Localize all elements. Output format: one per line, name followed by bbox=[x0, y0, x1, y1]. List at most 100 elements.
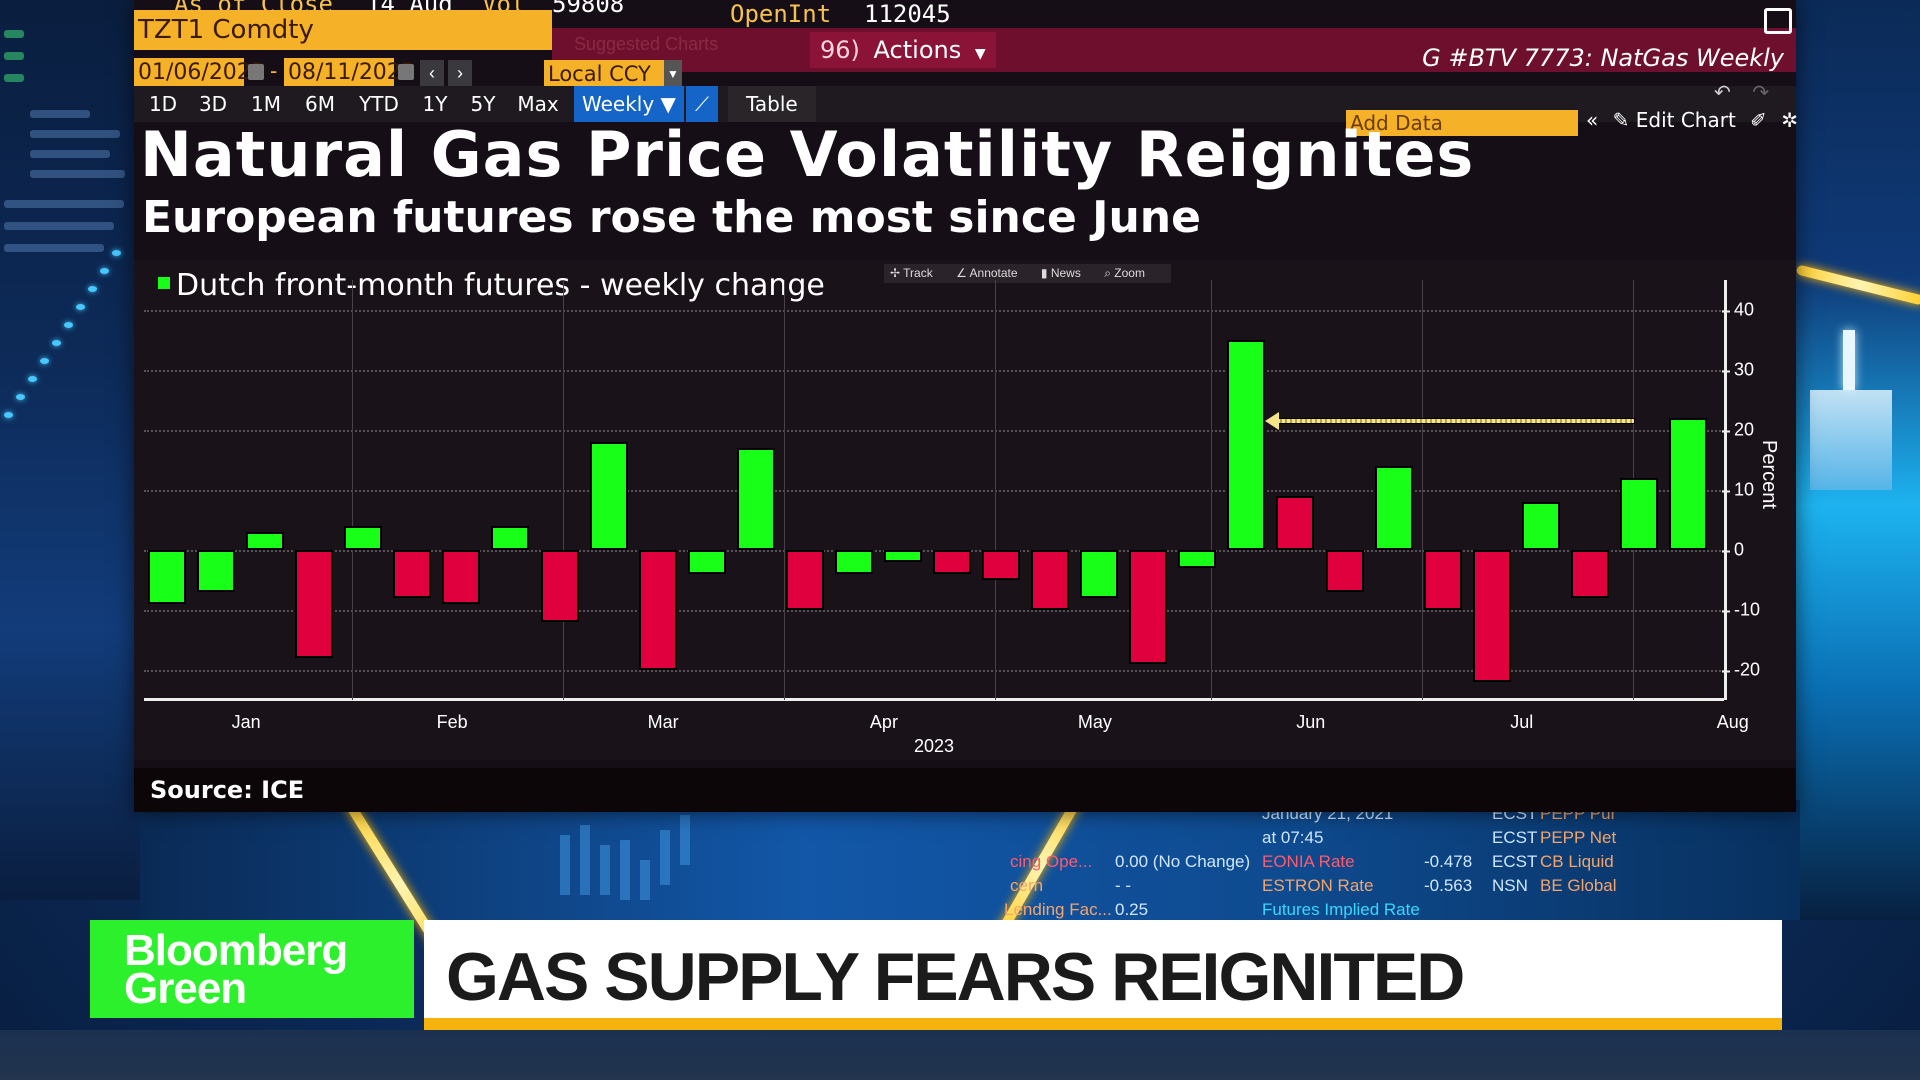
actions-menu-button[interactable]: 96) Actions ▼ bbox=[810, 32, 996, 68]
gridline bbox=[1210, 280, 1212, 700]
bar[interactable] bbox=[1668, 418, 1707, 550]
calendar-icon[interactable] bbox=[248, 64, 264, 80]
bar[interactable] bbox=[1031, 550, 1070, 610]
x-tick-label: Feb bbox=[436, 712, 468, 732]
gridline bbox=[144, 370, 1724, 372]
bar[interactable] bbox=[1129, 550, 1168, 664]
bg-rate-label: EONIA Rate bbox=[1262, 852, 1355, 871]
collapse-icon[interactable]: « bbox=[1586, 108, 1599, 132]
range-6m-button[interactable]: 6M bbox=[305, 92, 335, 116]
gridline bbox=[352, 280, 354, 700]
next-period-button[interactable]: › bbox=[448, 60, 472, 86]
x-tick-label: Jul bbox=[1510, 712, 1534, 732]
zoom-tool[interactable]: ⌕ Zoom bbox=[1104, 266, 1145, 280]
studio-floor bbox=[0, 1030, 1920, 1080]
start-date-field[interactable]: 01/06/2023 bbox=[134, 58, 265, 88]
bloomberg-green-logo: Bloomberg Green bbox=[90, 920, 414, 1018]
bar[interactable] bbox=[982, 550, 1021, 580]
periodicity-label: Weekly bbox=[582, 92, 655, 116]
annotate-tool[interactable]: ∠ Annotate bbox=[956, 266, 1018, 280]
decorative-candlesticks bbox=[560, 815, 760, 915]
y-tick-label: 40 bbox=[1734, 299, 1755, 320]
bar[interactable] bbox=[295, 550, 334, 658]
bar[interactable] bbox=[1570, 550, 1609, 598]
bar[interactable] bbox=[589, 442, 628, 550]
bg-row-label: Lending Fac... bbox=[1004, 900, 1112, 919]
x-tick-label: May bbox=[1077, 712, 1112, 732]
annotation-arrow bbox=[1276, 418, 1635, 424]
headline: GAS SUPPLY FEARS REIGNITED bbox=[446, 939, 1465, 1015]
bar[interactable] bbox=[442, 550, 481, 604]
bar[interactable] bbox=[1178, 550, 1217, 568]
line-chart-icon[interactable]: ⟋ bbox=[686, 86, 718, 122]
calendar-icon[interactable] bbox=[398, 64, 414, 80]
edit-chart-button[interactable]: Edit Chart bbox=[1635, 108, 1736, 132]
actions-label: Actions bbox=[873, 36, 962, 64]
bar[interactable] bbox=[1619, 478, 1658, 550]
y-axis-label: Percent bbox=[1758, 440, 1780, 509]
track-tool[interactable]: ✢ Track bbox=[890, 266, 933, 280]
bar[interactable] bbox=[638, 550, 677, 670]
table-view-button[interactable]: Table bbox=[728, 86, 816, 122]
range-ytd-button[interactable]: YTD bbox=[359, 92, 399, 116]
window-popout-icon[interactable] bbox=[1764, 8, 1792, 34]
redo-icon[interactable]: ↷ bbox=[1752, 82, 1770, 104]
bar[interactable] bbox=[785, 550, 824, 610]
security-ticker-field[interactable]: TZT1 Comdty bbox=[134, 10, 552, 50]
bar[interactable] bbox=[540, 550, 579, 622]
range-1d-button[interactable]: 1D bbox=[148, 92, 178, 116]
annotate-icon[interactable]: ✐ bbox=[1750, 108, 1767, 132]
bar[interactable] bbox=[393, 550, 432, 598]
bar[interactable] bbox=[1521, 502, 1560, 550]
bar[interactable] bbox=[148, 550, 186, 604]
openint-label: OpenInt bbox=[730, 0, 832, 28]
gear-icon[interactable]: ✲ bbox=[1781, 108, 1799, 132]
bar[interactable] bbox=[197, 550, 236, 592]
bar[interactable] bbox=[687, 550, 726, 574]
chevron-down-icon: ▼ bbox=[660, 92, 676, 116]
bg-source-name: PEPP Net bbox=[1540, 828, 1617, 847]
range-1m-button[interactable]: 1M bbox=[251, 92, 281, 116]
bar[interactable] bbox=[1374, 466, 1413, 550]
bar[interactable] bbox=[344, 526, 383, 550]
plot-area[interactable]: Percent 40 30 20 10 0 -10 -20 Jan Feb Mar Apr May Ju… bbox=[144, 280, 1780, 756]
currency-select[interactable]: Local CCY bbox=[544, 60, 664, 88]
bg-source-code: ECST bbox=[1492, 852, 1538, 871]
bg-rate-value: -0.478 bbox=[1424, 852, 1473, 871]
bar[interactable] bbox=[1276, 496, 1315, 550]
bar[interactable] bbox=[1325, 550, 1364, 592]
y-tick-label: -10 bbox=[1734, 599, 1761, 620]
bar[interactable] bbox=[246, 532, 285, 550]
chevron-down-icon: ▼ bbox=[974, 46, 986, 62]
news-tool[interactable]: ▮ News bbox=[1040, 266, 1081, 280]
end-date-field[interactable]: 08/11/2023 bbox=[284, 58, 415, 88]
bar[interactable] bbox=[834, 550, 873, 574]
pencil-icon[interactable]: ✎ bbox=[1612, 108, 1630, 132]
bar[interactable] bbox=[736, 448, 775, 550]
range-5y-button[interactable]: 5Y bbox=[470, 92, 496, 116]
range-3d-button[interactable]: 3D bbox=[198, 92, 228, 116]
x-tick-label: Jan bbox=[231, 712, 261, 732]
bg-row-label: cern bbox=[1010, 876, 1044, 895]
bar[interactable] bbox=[1472, 550, 1511, 682]
suggested-charts-button[interactable]: Suggested Charts bbox=[574, 34, 719, 54]
bar[interactable] bbox=[933, 550, 971, 574]
undo-redo-group: ↶ ↷ bbox=[1714, 80, 1769, 105]
range-1y-button[interactable]: 1Y bbox=[422, 92, 448, 116]
x-tick-label: Apr bbox=[869, 712, 898, 732]
chevron-down-icon[interactable]: ▼ bbox=[664, 60, 682, 88]
bar[interactable] bbox=[491, 526, 530, 550]
bar[interactable] bbox=[1423, 550, 1462, 610]
bar[interactable] bbox=[1227, 340, 1266, 550]
bg-row-value: 0.00 (No Change) bbox=[1115, 852, 1251, 871]
range-max-button[interactable]: Max bbox=[517, 92, 559, 116]
bar[interactable] bbox=[1080, 550, 1119, 598]
previous-period-button[interactable]: ‹ bbox=[420, 60, 444, 86]
periodicity-select[interactable]: Weekly ▼ bbox=[574, 86, 684, 122]
date-separator: - bbox=[270, 58, 278, 83]
bar[interactable] bbox=[883, 550, 922, 562]
undo-icon[interactable]: ↶ bbox=[1714, 82, 1731, 104]
bg-rate-label: ESTRON Rate bbox=[1262, 876, 1374, 895]
gridline bbox=[144, 490, 1724, 492]
vol-value: 59808 bbox=[552, 0, 625, 18]
